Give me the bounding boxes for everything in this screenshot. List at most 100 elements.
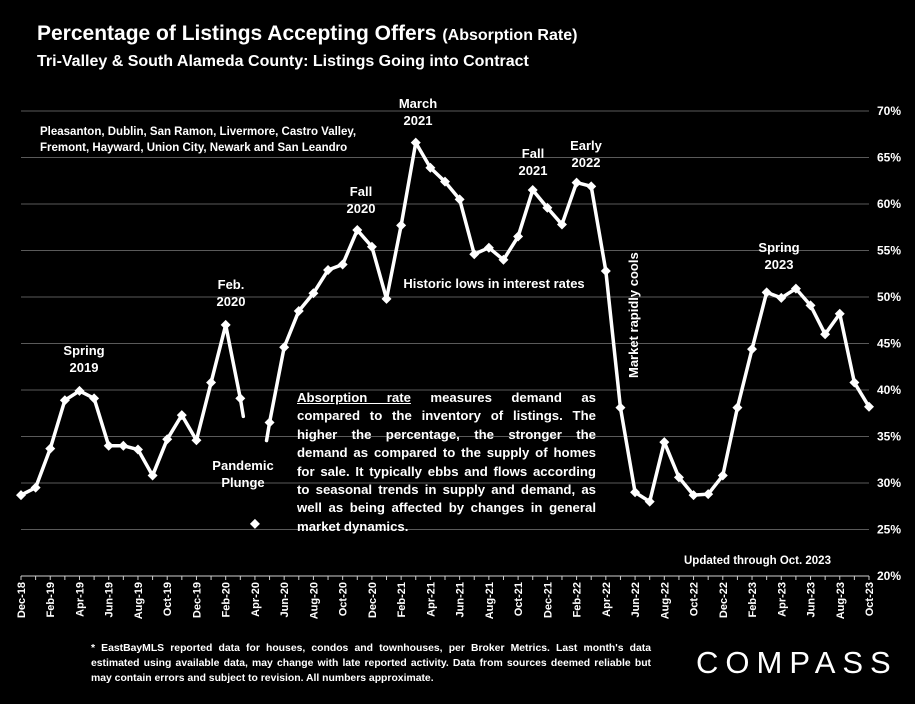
series-line-segment [414,140,433,170]
annotation-line: March [398,96,438,111]
series-line-segment [677,475,696,497]
x-tick-label: Jun-19 [104,582,116,617]
data-point [176,410,187,421]
data-point [513,231,524,242]
updated-note: Updated through Oct. 2023 [684,555,831,567]
x-tick-label: Dec-18 [16,582,28,618]
data-point [790,283,801,294]
data-point [527,185,538,196]
annotation-line: 2020 [216,294,246,309]
data-point [776,292,787,303]
y-tick-label: 30% [877,476,901,490]
description-text: measures demand as compared to the inven… [297,390,596,534]
x-tick-label: Jun-23 [806,582,818,617]
series-line-segment [355,228,374,249]
data-point [396,220,407,231]
x-tick-label: Oct-22 [689,582,701,616]
annotation-line: Fall [349,184,373,199]
data-point [264,417,275,428]
data-point [542,202,553,213]
x-tick-label: Jun-20 [279,582,291,617]
series-line-segment [706,473,725,496]
x-tick-label: Dec-21 [542,582,554,618]
cities-note-line: Pleasanton, Dublin, San Ramon, Livermore… [40,126,357,138]
data-point [132,444,143,455]
x-tick-label: Feb-19 [45,582,57,617]
x-tick-label: Aug-19 [133,582,145,619]
series-line-segment [443,179,462,202]
series-line-segment [794,286,813,308]
data-point [834,308,845,319]
y-tick-label: 60% [877,197,901,211]
data-point [805,300,816,311]
series-line-segment [33,446,52,490]
series-line-segment [282,309,301,349]
series-line-segment [194,380,213,442]
data-point [235,393,246,404]
x-tick-label: Aug-22 [659,582,671,619]
x-tick-label: Aug-20 [308,582,320,619]
series-line-segment [457,197,476,256]
series-line-segment [662,440,681,480]
data-point [30,482,41,493]
y-tick-label: 35% [877,430,901,444]
x-tick-label: Apr-22 [601,582,613,617]
data-point [440,176,450,187]
series-line-segment [545,205,564,227]
x-tick-label: Aug-21 [484,582,496,619]
annotation-fall-2020: Fall 2020 [347,183,376,217]
series-line-segment [297,291,316,313]
x-tick-label: Feb-21 [396,582,408,617]
annotation-line: Early [570,138,602,153]
data-point [89,393,100,404]
annotation-line: Pandemic [212,458,274,473]
data-point [688,490,699,501]
series-line-segment [852,380,871,409]
y-tick-label: 40% [877,383,901,397]
x-tick-label: Aug-23 [835,582,847,619]
data-point [454,194,465,205]
annotation-interest-rates: Historic lows in interest rates [403,275,584,292]
series-line-segment [165,413,184,442]
series-line-segment [618,405,637,495]
annotation-line: Feb. [217,277,245,292]
compass-logo: COMPASS [696,645,898,680]
x-tick-label: Apr-21 [425,582,437,617]
series-line-segment [647,440,667,504]
annotation-spring-2023: Spring 2023 [758,239,799,273]
y-tick-label: 70% [877,104,901,118]
absorption-description: Absorption rate measures demand as compa… [297,389,596,536]
annotation-line: 2020 [346,201,376,216]
annotation-line: 2023 [764,257,794,272]
y-tick-label: 45% [877,337,901,351]
annotation-spring-2019: Spring 2019 [63,342,104,376]
data-point [630,487,641,498]
series-line-segment [48,398,67,451]
data-point [410,137,421,148]
series-line-segment [808,303,827,336]
x-tick-label: Feb-22 [572,582,584,617]
series-line-segment [223,323,243,401]
data-point [323,265,334,276]
series-line-segment [399,140,418,228]
series-line-segment [370,245,389,301]
data-point [162,434,173,445]
series-line-segment [136,447,155,478]
x-tick-label: Dec-19 [191,582,203,618]
annotation-market-cools: Market rapidly cools [626,252,641,378]
data-point [498,254,509,265]
x-tick-label: Feb-20 [221,582,233,617]
data-point [16,490,26,501]
data-point [118,440,129,451]
data-point [571,177,582,188]
y-tick-label: 55% [877,244,901,258]
data-point [820,329,831,340]
annotation-line: Historic lows in interest rates [403,276,585,291]
series-line-segment [721,405,740,478]
annotation-line: 2021 [518,163,548,178]
series-line-segment [838,311,857,385]
data-point [352,225,363,236]
cities-note-line: Fremont, Hayward, Union City, Newark and… [40,142,348,154]
series-line-segment [180,413,199,442]
